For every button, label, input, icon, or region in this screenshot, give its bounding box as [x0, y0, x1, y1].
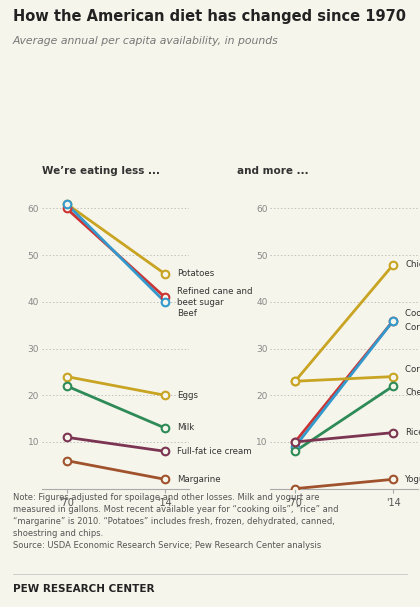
Text: Corn sweeteners: Corn sweeteners: [405, 323, 420, 332]
Text: Cooking oils: Cooking oils: [405, 309, 420, 318]
Text: Chicken: Chicken: [405, 260, 420, 269]
Text: Beef: Beef: [177, 309, 197, 318]
Text: Corn products: Corn products: [405, 365, 420, 374]
Text: Full-fat ice cream: Full-fat ice cream: [177, 447, 251, 456]
Text: Rice: Rice: [405, 428, 420, 437]
Text: Potatoes: Potatoes: [177, 270, 214, 279]
Text: PEW RESEARCH CENTER: PEW RESEARCH CENTER: [13, 584, 154, 594]
Text: Refined cane and
beet sugar: Refined cane and beet sugar: [177, 287, 252, 307]
Text: Average annual per capita availability, in pounds: Average annual per capita availability, …: [13, 36, 278, 46]
Text: We’re eating less ...: We’re eating less ...: [42, 166, 160, 176]
Text: Cheese: Cheese: [405, 388, 420, 398]
Text: Margarine: Margarine: [177, 475, 220, 484]
Text: How the American diet has changed since 1970: How the American diet has changed since …: [13, 9, 406, 24]
Text: Note: Figures adjusted for spoilage and other losses. Milk and yogurt are
measur: Note: Figures adjusted for spoilage and …: [13, 493, 338, 551]
Text: Yogurt: Yogurt: [405, 475, 420, 484]
Text: Milk: Milk: [177, 424, 194, 432]
Text: and more ...: and more ...: [237, 166, 309, 176]
Text: Eggs: Eggs: [177, 391, 198, 400]
